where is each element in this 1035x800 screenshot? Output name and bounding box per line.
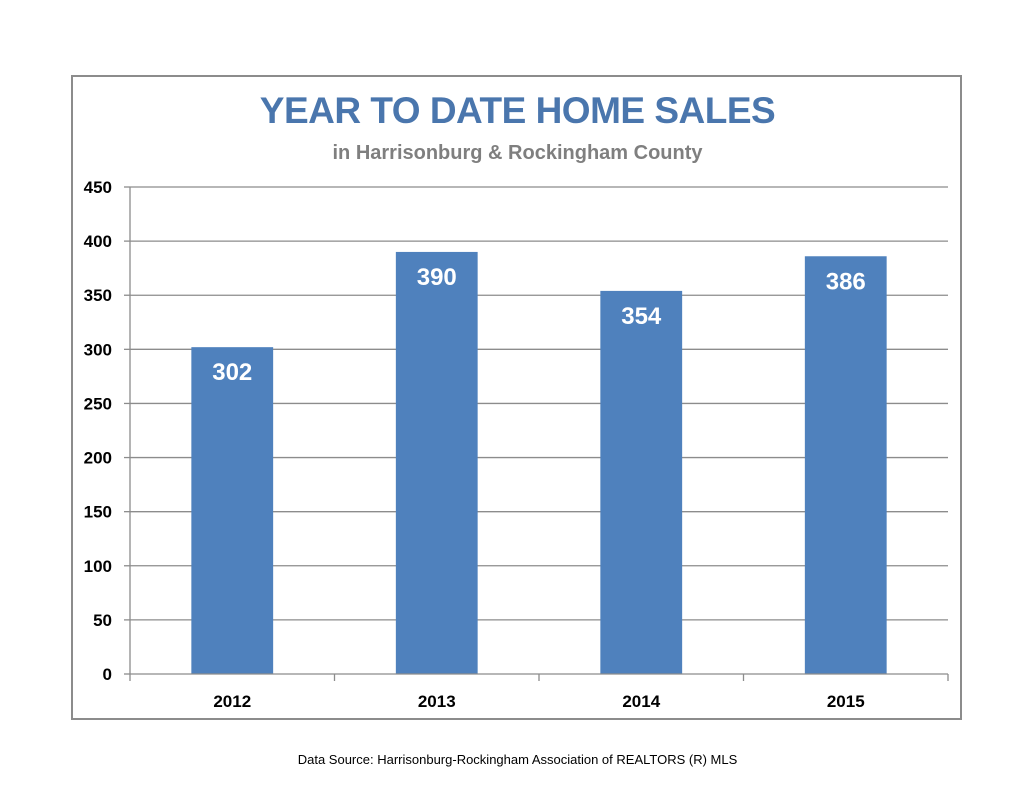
y-tick-label: 0 xyxy=(103,665,112,684)
chart-title: YEAR TO DATE HOME SALES xyxy=(259,90,776,131)
y-tick-label: 150 xyxy=(84,503,112,522)
data-source-note: Data Source: Harrisonburg-Rockingham Ass… xyxy=(297,752,738,767)
y-tick-label: 50 xyxy=(93,611,112,630)
y-tick-label: 100 xyxy=(84,557,112,576)
axes xyxy=(124,186,949,681)
y-tick-label: 350 xyxy=(84,286,112,305)
bar-2012 xyxy=(191,347,274,674)
labels: 0 50 100 150 200 250 300 350 400 450 302 2012 390 201… xyxy=(84,178,866,711)
data-label-2012: 302 xyxy=(212,359,252,386)
y-tick-label: 250 xyxy=(84,394,112,413)
y-tick-label: 450 xyxy=(84,178,112,197)
data-label-2015: 386 xyxy=(826,268,866,295)
x-tick-label: 2013 xyxy=(418,692,456,711)
y-tick-label: 300 xyxy=(84,340,112,359)
x-tick-label: 2014 xyxy=(622,692,660,711)
bar-2015 xyxy=(804,256,887,674)
data-label-2013: 390 xyxy=(417,264,457,291)
bar-2013 xyxy=(395,251,478,674)
data-label-2014: 354 xyxy=(621,303,662,330)
x-tick-label: 2012 xyxy=(213,692,251,711)
bar-2014 xyxy=(600,290,683,674)
y-tick-label: 200 xyxy=(84,449,112,468)
bars xyxy=(191,251,887,674)
y-tick-label: 400 xyxy=(84,232,112,251)
x-tick-label: 2015 xyxy=(827,692,865,711)
chart-subtitle: in Harrisonburg & Rockingham County xyxy=(332,142,703,164)
